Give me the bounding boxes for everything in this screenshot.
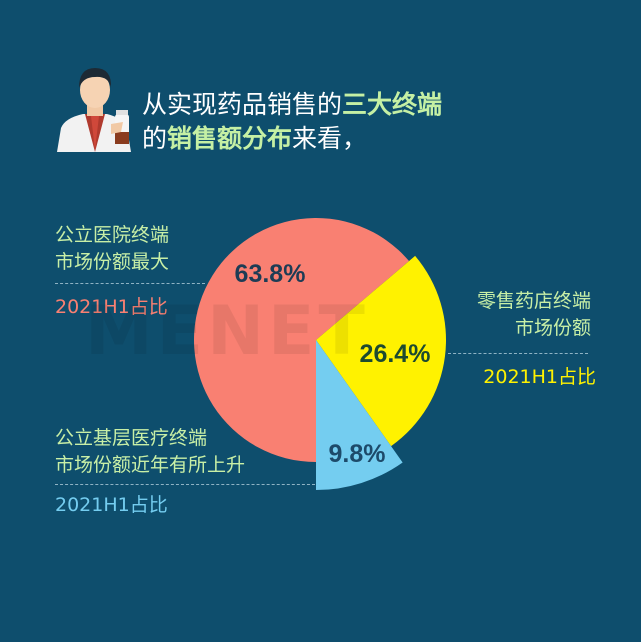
header-text: 来看， [292, 124, 368, 153]
pharmacist-icon [55, 62, 135, 152]
divider [448, 353, 588, 354]
annotation-period: 2021H1占比 [55, 296, 168, 318]
divider [55, 484, 315, 485]
annotation-line: 零售药店终端 [476, 290, 591, 312]
annotation-line: 公立基层医疗终端 [55, 427, 208, 449]
header-highlight: 三大终端 [342, 90, 443, 119]
annotation-retail: 零售药店终端 市场份额 [477, 288, 591, 342]
annotation-line: 市场份额最大 [55, 251, 170, 273]
header-highlight: 销售额分布 [167, 124, 293, 153]
annotation-period: 2021H1占比 [483, 366, 596, 388]
pie-slice-2 [316, 340, 403, 490]
header-text: 的 [142, 124, 168, 153]
data-label-2: 9.8% [329, 440, 386, 468]
watermark: MENET [85, 292, 369, 371]
annotation-primary: 公立基层医疗终端 市场份额近年有所上升 [55, 425, 245, 479]
annotation-period: 2021H1占比 [55, 494, 168, 516]
divider [55, 283, 205, 284]
pie-slice-0 [193, 217, 410, 462]
annotation-line: 市场份额近年有所上升 [55, 454, 246, 476]
annotation-line: 市场份额 [514, 317, 591, 339]
data-label-0: 63.8% [235, 260, 306, 288]
header-line-2: 的销售额分布来看， [142, 122, 367, 156]
header-line-1: 从实现药品销售的三大终端 [142, 88, 442, 122]
annotation-line: 公立医院终端 [55, 224, 170, 246]
annotation-hospital: 公立医院终端 市场份额最大 [55, 222, 169, 276]
data-label-1: 26.4% [360, 340, 431, 368]
pie-slice-1 [316, 255, 446, 447]
header-text: 从实现药品销售的 [142, 90, 343, 119]
